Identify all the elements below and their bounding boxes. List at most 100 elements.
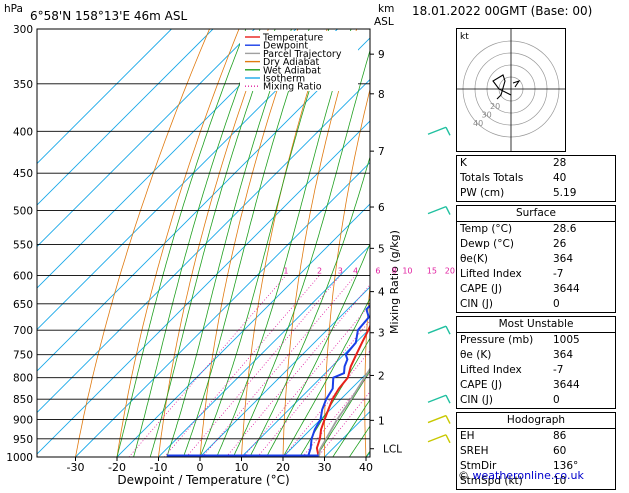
mixing-ratio-line xyxy=(164,275,320,457)
index-row: SREH 60 xyxy=(457,444,615,459)
pressure-tick-label: 400 xyxy=(13,126,33,138)
wet-adiabat-line xyxy=(349,425,370,457)
indices-panel: K 28 Totals Totals 40 PW (cm) 5.19 Surface Tem… xyxy=(456,155,616,493)
series-parcel-trajectory xyxy=(317,367,370,457)
dry-adiabat-line xyxy=(404,29,445,457)
x-tick-label: 10 xyxy=(235,461,249,474)
index-label: Lifted Index xyxy=(460,268,522,280)
wind-barb xyxy=(427,126,451,136)
index-label: K xyxy=(460,157,467,169)
hodo-unit: kt xyxy=(460,32,469,42)
wet-adiabat-line xyxy=(332,399,370,457)
x-tick-label: -20 xyxy=(108,461,126,474)
hodo-trace xyxy=(492,74,512,100)
index-value: 86 xyxy=(553,430,567,442)
plot-area xyxy=(37,29,457,457)
site-link[interactable]: weatheronline.co.uk xyxy=(472,469,584,482)
index-label: StmDir xyxy=(460,460,497,472)
index-row: PW (cm) 5.19 xyxy=(457,186,615,201)
index-value: 5.19 xyxy=(553,187,577,199)
mixing-ratio-line xyxy=(317,391,370,457)
index-row: Pressure (mb) 1005 xyxy=(457,333,615,348)
index-label: Pressure (mb) xyxy=(460,334,534,346)
x-tick-label: -10 xyxy=(150,461,168,474)
wet-adiabat-line xyxy=(133,29,261,457)
km-tick-label: 5 xyxy=(378,243,385,255)
index-value: 28.6 xyxy=(553,223,577,235)
pressure-tick-label: 300 xyxy=(13,24,33,36)
x-tick-label: 0 xyxy=(197,461,204,474)
isotherm-line xyxy=(37,29,255,248)
basic-indices-box: K 28 Totals Totals 40 PW (cm) 5.19 xyxy=(456,155,616,202)
wind-barb xyxy=(427,414,451,424)
legend-entry: Wet Adiabat xyxy=(263,65,321,76)
index-value: 1005 xyxy=(553,334,580,346)
hodo-ring-label: 20 xyxy=(490,102,500,111)
pressure-tick-label: 850 xyxy=(13,394,33,406)
series-dewpoint xyxy=(306,304,370,457)
dry-adiabat-line xyxy=(442,29,456,457)
index-row: CIN (J) 0 xyxy=(457,297,615,312)
wet-adiabat-line xyxy=(266,242,370,457)
km-tick-label: 3 xyxy=(378,328,385,340)
mixing-ratio-label: 15 xyxy=(427,266,437,275)
km-tick-label: 8 xyxy=(378,89,385,101)
section-title: Surface xyxy=(457,206,615,222)
index-label: EH xyxy=(460,430,475,442)
mixing-ratio-line xyxy=(128,275,287,457)
isotherm-line xyxy=(37,78,370,414)
index-value: 364 xyxy=(553,349,574,361)
x-axis-label: Dewpoint / Temperature (°C) xyxy=(117,473,289,486)
km-label: km xyxy=(378,3,394,15)
index-row: EH 86 xyxy=(457,429,615,444)
index-row: Totals Totals 40 xyxy=(457,171,615,186)
index-label: CAPE (J) xyxy=(460,379,503,391)
index-value: 40 xyxy=(553,172,567,184)
valid-datetime: 18.01.2022 00GMT (Base: 00) xyxy=(412,4,593,18)
surface-box: Surface Temp (°C) 28.6 Dewp (°C) 26 θe(K) 364 L… xyxy=(456,205,616,313)
pressure-tick-label: 950 xyxy=(13,434,33,446)
mixing-ratio-label: 6 xyxy=(375,266,380,275)
index-value: 136° xyxy=(553,460,579,472)
location-title: 6°58'N 158°13'E 46m ASL xyxy=(30,9,187,23)
index-value: -7 xyxy=(553,364,564,376)
dry-adiabat-line xyxy=(116,29,240,457)
dry-adiabat-line xyxy=(199,29,299,457)
copyright-symbol: © xyxy=(458,469,469,482)
index-value: 60 xyxy=(553,445,567,457)
isotherm-line xyxy=(37,29,297,289)
pressure-tick-label: 800 xyxy=(13,373,33,385)
index-value: -7 xyxy=(553,268,564,280)
pressure-tick-label: 1000 xyxy=(6,452,33,464)
km-tick-label: LCL xyxy=(383,444,402,456)
wind-barb xyxy=(427,434,451,444)
index-row: Temp (°C) 28.6 xyxy=(457,222,615,237)
wet-adiabat-line xyxy=(315,370,370,457)
index-row: StmSpd (kt) 10 xyxy=(457,474,615,489)
index-label: Lifted Index xyxy=(460,364,522,376)
pressure-tick-label: 350 xyxy=(13,79,33,91)
mixing-ratio-label: 20 xyxy=(445,266,455,275)
x-tick-label: 30 xyxy=(318,461,332,474)
wind-barb xyxy=(427,205,451,215)
legend-entry: Dewpoint xyxy=(263,41,308,52)
isotherm-line xyxy=(199,286,370,457)
km-tick-label: 4 xyxy=(378,287,385,299)
index-label: Totals Totals xyxy=(460,172,524,184)
legend-entry: Mixing Ratio xyxy=(263,82,322,93)
index-label: Temp (°C) xyxy=(460,223,513,235)
asl-label: ASL xyxy=(374,16,394,28)
index-row: Lifted Index -7 xyxy=(457,267,615,282)
hodograph-panel: kt 20 30 40 xyxy=(456,28,566,152)
index-label: SREH xyxy=(460,445,489,457)
legend-entry: Dry Adiabat xyxy=(263,57,320,68)
copyright: © weatheronline.co.uk xyxy=(458,469,584,482)
mixing-ratio-label: 3 xyxy=(338,266,343,275)
pressure-tick-label: 750 xyxy=(13,350,33,362)
index-row: CAPE (J) 3644 xyxy=(457,282,615,297)
isotherm-line xyxy=(37,120,370,455)
isotherm-line xyxy=(408,29,457,457)
legend-entry: Parcel Trajectory xyxy=(263,49,342,60)
skewt-chart: 3003504004505005506006507007508008509009… xyxy=(4,3,457,486)
